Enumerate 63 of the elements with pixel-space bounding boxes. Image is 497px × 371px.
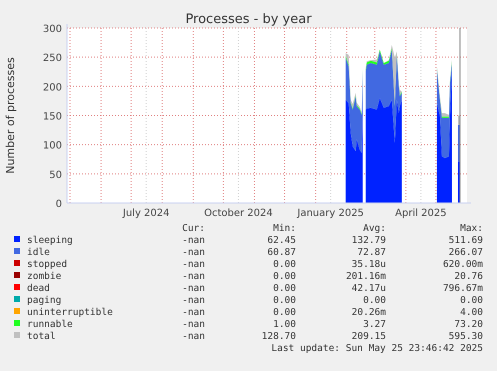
legend-label: uninterruptible xyxy=(27,307,114,318)
text: 0.00 xyxy=(273,295,296,306)
y-tick-label: 150 xyxy=(42,112,62,122)
text: -nan xyxy=(182,331,205,342)
y-axis-title: Number of processes xyxy=(4,56,17,174)
x-tick-label: April 2025 xyxy=(395,208,447,219)
text: -nan xyxy=(182,319,205,330)
text: 0.00 xyxy=(273,271,296,282)
text: 266.07 xyxy=(448,247,483,258)
legend-label: zombie xyxy=(27,271,62,282)
text: 511.69 xyxy=(448,235,484,246)
text: -nan xyxy=(182,235,205,246)
text: 35.18u xyxy=(352,259,386,270)
x-tick-label: October 2024 xyxy=(204,208,273,219)
legend-label: paging xyxy=(27,295,62,306)
text: -nan xyxy=(182,259,205,270)
text: 1.00 xyxy=(273,319,296,330)
text: -nan xyxy=(182,271,205,282)
legend-label: idle xyxy=(27,247,50,258)
text: 20.76 xyxy=(454,271,484,282)
text: Min: xyxy=(273,223,296,234)
y-tick-label: 0 xyxy=(56,199,62,210)
text: 60.87 xyxy=(267,247,296,258)
text: -nan xyxy=(182,247,205,258)
y-tick-label: 200 xyxy=(42,82,62,94)
x-tick-label: January 2025 xyxy=(296,208,364,219)
text: 209.15 xyxy=(352,331,386,342)
legend-label: sleeping xyxy=(27,235,73,246)
text: 796.67m xyxy=(442,283,484,294)
legend-label: total xyxy=(27,331,56,342)
text: Cur: xyxy=(182,223,205,234)
y-tick-label: 50 xyxy=(49,170,62,181)
y-tick-label: 100 xyxy=(42,140,62,152)
text: -nan xyxy=(182,283,205,294)
text: 72.87 xyxy=(357,247,386,258)
text: 3.27 xyxy=(363,319,386,330)
text: 201.16m xyxy=(346,271,386,282)
text: Max: xyxy=(460,223,483,234)
x-tick-label: July 2024 xyxy=(122,208,170,219)
text: 0.00 xyxy=(273,259,296,270)
chart-title: Processes - by year xyxy=(185,12,312,27)
y-tick-label: 300 xyxy=(42,24,62,35)
text: 0.00 xyxy=(460,295,484,306)
text: 595.30 xyxy=(448,331,484,342)
y-tick-label: 250 xyxy=(42,53,62,64)
legend-label: dead xyxy=(27,283,50,294)
text: Last update: Sun May 25 23:46:42 2025 xyxy=(271,343,483,354)
text: 128.70 xyxy=(262,331,296,342)
text: 4.00 xyxy=(460,307,484,318)
text: 20.26m xyxy=(352,307,386,318)
legend-label: runnable xyxy=(27,319,74,330)
text: -nan xyxy=(182,307,205,318)
text: -nan xyxy=(182,295,205,306)
text: 73.20 xyxy=(454,319,484,330)
legend-label: stopped xyxy=(27,259,68,270)
text: 132.79 xyxy=(352,235,386,246)
text: 0.00 xyxy=(273,283,296,294)
text: 0.00 xyxy=(273,307,296,318)
text: 620.00m xyxy=(442,259,484,270)
text: 0.00 xyxy=(363,295,386,306)
text: Avg: xyxy=(363,223,386,234)
text: 42.17u xyxy=(352,283,386,294)
text: 62.45 xyxy=(267,235,296,246)
